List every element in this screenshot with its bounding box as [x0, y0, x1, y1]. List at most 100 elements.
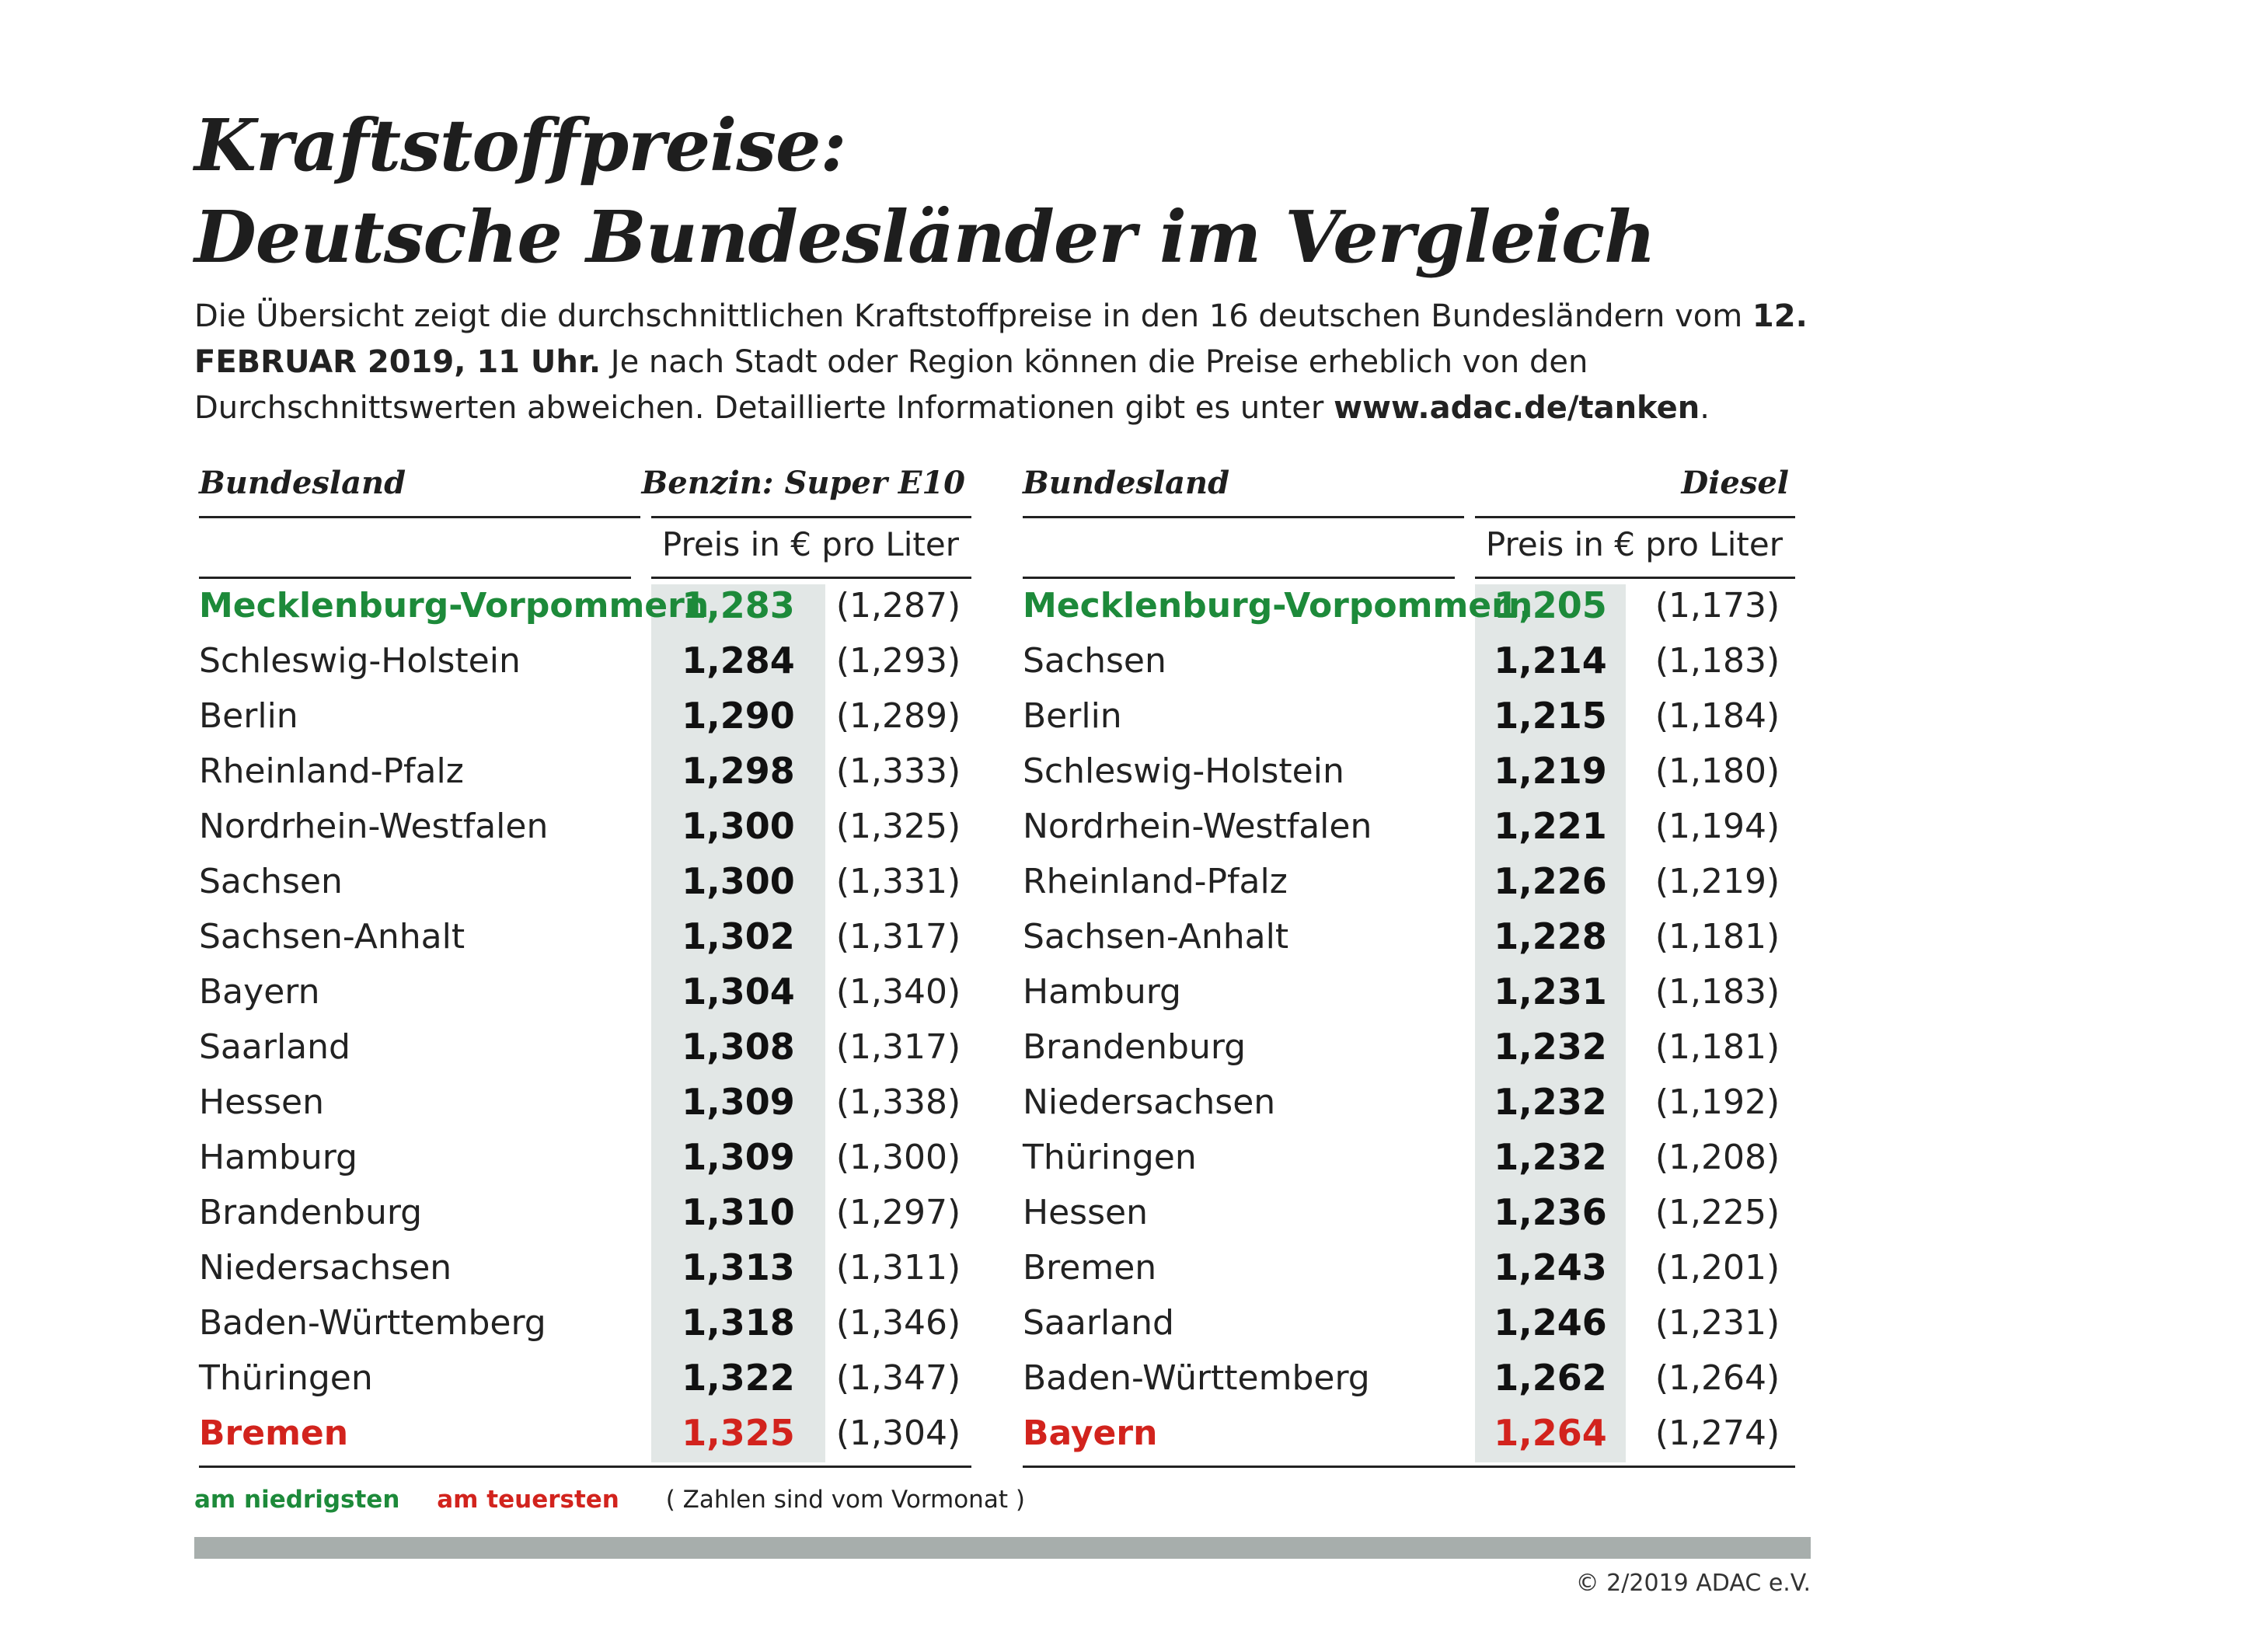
price-value: 1,221 [1494, 805, 1607, 847]
previous-month-value: (1,293) [835, 641, 961, 681]
table-row: Berlin 1,215 (1,184) [1018, 690, 1795, 745]
intro-text: Die Übersicht zeigt die durchschnittlich… [194, 294, 1811, 431]
state-name: Bayern [199, 972, 320, 1012]
column-separator [825, 584, 842, 1462]
state-name: Niedersachsen [199, 1248, 452, 1288]
price-value: 1,308 [682, 1026, 795, 1068]
divider [199, 516, 640, 518]
price-value: 1,283 [682, 584, 795, 626]
state-name: Bremen [1023, 1248, 1157, 1288]
price-value: 1,262 [1494, 1357, 1607, 1399]
price-value: 1,284 [682, 640, 795, 681]
table-bottom-rule [199, 1466, 971, 1468]
price-value: 1,214 [1494, 640, 1607, 681]
state-name: Sachsen-Anhalt [199, 917, 465, 957]
state-name: Mecklenburg-Vorpommern [199, 586, 710, 626]
previous-month-value: (1,347) [835, 1358, 961, 1398]
price-value: 1,290 [682, 695, 795, 737]
price-value: 1,215 [1494, 695, 1607, 737]
state-name: Bayern [1023, 1413, 1158, 1453]
table-row: Hessen 1,309 (1,338) [194, 1076, 971, 1131]
state-name: Niedersachsen [1023, 1082, 1276, 1122]
table-row: Brandenburg 1,232 (1,181) [1018, 1021, 1795, 1076]
table-row: Bayern 1,304 (1,340) [194, 966, 971, 1021]
footer-bar [194, 1537, 1811, 1559]
price-value: 1,300 [682, 860, 795, 902]
divider [1475, 577, 1795, 579]
previous-month-value: (1,194) [1654, 807, 1780, 846]
previous-month-value: (1,317) [835, 917, 961, 957]
previous-month-value: (1,304) [835, 1413, 961, 1453]
price-column-bg [651, 584, 825, 1462]
state-name: Brandenburg [199, 1193, 423, 1232]
price-value: 1,313 [682, 1246, 795, 1288]
price-value: 1,232 [1494, 1026, 1607, 1068]
table-bottom-rule [1023, 1466, 1795, 1468]
adac-link[interactable]: www.adac.de/tanken [1334, 390, 1700, 426]
state-name: Brandenburg [1023, 1027, 1247, 1067]
previous-month-value: (1,289) [835, 696, 961, 736]
intro-date: 12. FEBRUAR 2019, 11 Uhr. [194, 298, 1808, 380]
price-value: 1,300 [682, 805, 795, 847]
previous-month-value: (1,317) [835, 1027, 961, 1067]
table-row: Sachsen-Anhalt 1,302 (1,317) [194, 911, 971, 966]
previous-month-value: (1,300) [835, 1138, 961, 1177]
state-name: Rheinland-Pfalz [1023, 862, 1288, 901]
state-name: Sachsen [1023, 641, 1166, 681]
state-name: Sachsen [199, 862, 343, 901]
previous-month-value: (1,264) [1654, 1358, 1780, 1398]
previous-month-value: (1,297) [835, 1193, 961, 1232]
price-value: 1,298 [682, 750, 795, 792]
column-separator [1626, 584, 1643, 1462]
previous-month-value: (1,231) [1654, 1303, 1780, 1343]
previous-month-value: (1,338) [835, 1082, 961, 1122]
previous-month-value: (1,325) [835, 807, 961, 846]
table-row: Baden-Württemberg 1,262 (1,264) [1018, 1352, 1795, 1407]
divider [1475, 516, 1795, 518]
copyright: © 2/2019 ADAC e.V. [1575, 1570, 1811, 1597]
title-line-2: Deutsche Bundesländer im Vergleich [194, 195, 1656, 279]
price-value: 1,246 [1494, 1302, 1607, 1344]
price-value: 1,318 [682, 1302, 795, 1344]
table-row: Baden-Württemberg 1,318 (1,346) [194, 1297, 971, 1352]
previous-month-value: (1,340) [835, 972, 961, 1012]
table-row: Schleswig-Holstein 1,219 (1,180) [1018, 745, 1795, 800]
previous-month-value: (1,346) [835, 1303, 961, 1343]
table-row: Mecklenburg-Vorpommern 1,205 (1,173) [1018, 580, 1795, 635]
price-value: 1,310 [682, 1191, 795, 1233]
price-value: 1,304 [682, 971, 795, 1012]
state-name: Bremen [199, 1413, 349, 1453]
table-row: Bremen 1,243 (1,201) [1018, 1242, 1795, 1297]
legend-highest: am teuersten [437, 1486, 619, 1514]
diesel-rows: Mecklenburg-Vorpommern 1,205 (1,173) Sachse… [1018, 580, 1795, 1468]
previous-month-value: (1,331) [835, 862, 961, 901]
previous-month-value: (1,287) [835, 586, 961, 626]
table-row: Sachsen 1,214 (1,183) [1018, 635, 1795, 690]
table-row: Hamburg 1,231 (1,183) [1018, 966, 1795, 1021]
state-name: Thüringen [1023, 1138, 1197, 1177]
table-row: Berlin 1,290 (1,289) [194, 690, 971, 745]
table-row: Thüringen 1,322 (1,347) [194, 1352, 971, 1407]
previous-month-value: (1,274) [1654, 1413, 1780, 1453]
price-value: 1,309 [682, 1136, 795, 1178]
table-row: Saarland 1,246 (1,231) [1018, 1297, 1795, 1352]
price-value: 1,264 [1494, 1412, 1607, 1454]
state-name: Mecklenburg-Vorpommern [1023, 586, 1533, 626]
table-row: Niedersachsen 1,313 (1,311) [194, 1242, 971, 1297]
table-row: Bremen 1,325 (1,304) [194, 1407, 971, 1462]
legend-note: ( Zahlen sind vom Vormonat ) [665, 1486, 1025, 1514]
diesel-subheader: Preis in € pro Liter [1018, 519, 1795, 580]
state-name: Rheinland-Pfalz [199, 751, 464, 791]
intro-part-1: Die Übersicht zeigt die durchschnittlich… [194, 298, 1752, 334]
state-name: Saarland [199, 1027, 350, 1067]
divider [1023, 516, 1464, 518]
page-title: Kraftstoffpreise: Deutsche Bundesländer … [194, 99, 1656, 283]
table-row: Sachsen-Anhalt 1,228 (1,181) [1018, 911, 1795, 966]
state-name: Berlin [199, 696, 298, 736]
price-value: 1,232 [1494, 1081, 1607, 1123]
divider [651, 577, 971, 579]
legend-lowest: am niedrigsten [194, 1486, 400, 1514]
intro-part-3: . [1700, 390, 1710, 426]
price-value: 1,302 [682, 915, 795, 957]
price-column-bg [1475, 584, 1626, 1462]
